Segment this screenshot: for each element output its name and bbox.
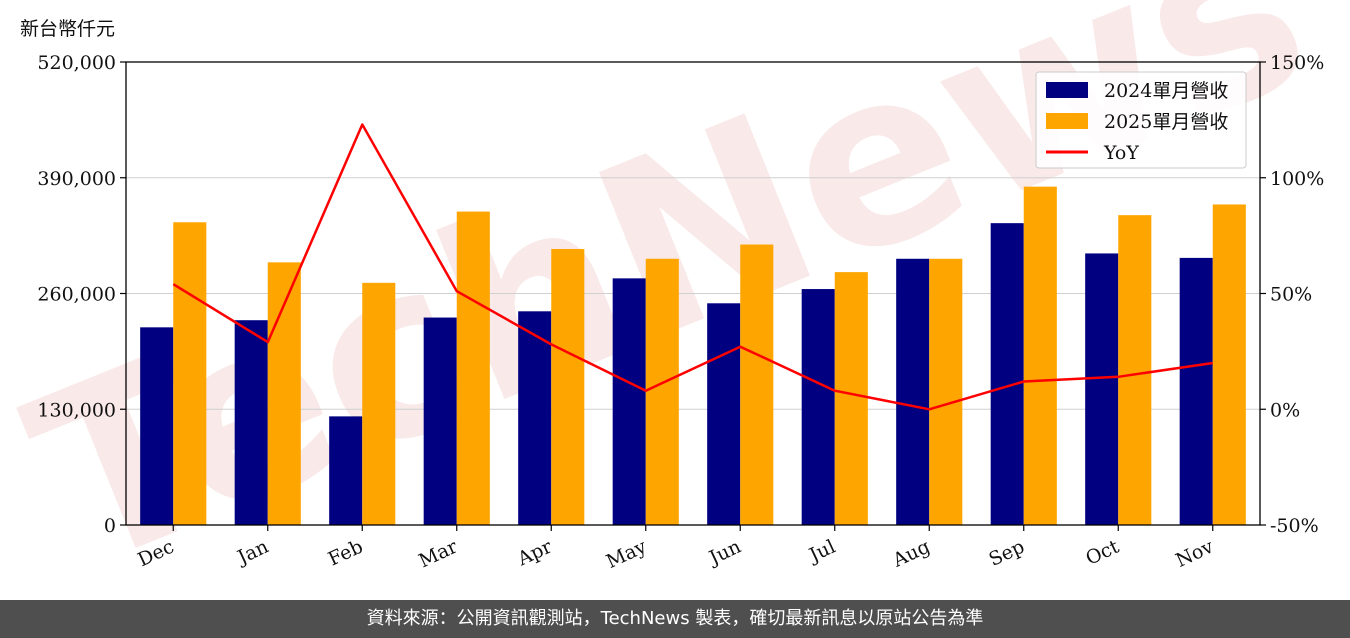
y-left-tick-label: 260,000 xyxy=(37,284,116,306)
bar-2024-oct xyxy=(1085,253,1119,526)
bar-2024-jun xyxy=(707,303,741,525)
x-tick-label-aug: Aug xyxy=(889,536,934,572)
x-tick-label-feb: Feb xyxy=(325,536,367,571)
bar-2024-jan xyxy=(234,320,268,525)
legend-swatch xyxy=(1046,113,1088,129)
bar-2025-oct xyxy=(1118,215,1152,525)
x-tick-label-jul: Jul xyxy=(804,536,839,568)
bar-2025-jul xyxy=(834,272,868,525)
legend-swatch xyxy=(1046,82,1088,98)
y-left-tick-label: 390,000 xyxy=(37,168,116,190)
legend-label: YoY xyxy=(1103,142,1139,164)
bar-2025-sep xyxy=(1023,186,1057,525)
bar-2025-may xyxy=(645,258,679,525)
bar-2024-sep xyxy=(990,223,1024,526)
bar-2025-mar xyxy=(456,211,490,526)
bar-2025-aug xyxy=(929,258,963,525)
x-tick-label-mar: Mar xyxy=(415,535,461,572)
yoy-line-layer xyxy=(172,123,1213,411)
x-tick-label-nov: Nov xyxy=(1172,535,1217,571)
bar-2024-aug xyxy=(896,258,930,525)
x-tick-label-oct: Oct xyxy=(1082,535,1122,569)
y-left-tick-label: 0 xyxy=(104,515,116,537)
y-right-tick-label: -50% xyxy=(1270,515,1319,537)
source-footer: 資料來源：公開資訊觀測站，TechNews 製表，確切最新訊息以原站公告為準 xyxy=(0,600,1350,638)
bar-2024-feb xyxy=(329,416,363,525)
bar-2024-mar xyxy=(423,317,457,525)
y-left-tick-label: 520,000 xyxy=(37,52,116,74)
yoy-line xyxy=(172,123,1213,411)
y-axis-unit-label: 新台幣仟元 xyxy=(20,18,116,40)
legend-label: 2024單月營收 xyxy=(1104,80,1228,102)
bar-2025-feb xyxy=(362,282,396,525)
legend-box xyxy=(1035,71,1247,169)
bars xyxy=(140,186,1246,526)
x-tick-label-jun: Jun xyxy=(704,536,744,570)
bar-2024-dec xyxy=(140,327,174,525)
bar-2025-jun xyxy=(740,244,774,525)
bar-2024-may xyxy=(612,278,646,525)
bar-2024-jul xyxy=(801,289,835,525)
bar-2024-nov xyxy=(1179,257,1213,525)
revenue-chart: TechNews 0130,000260,000390,000520,000-5… xyxy=(0,0,1341,600)
y-right-tick-label: 50% xyxy=(1270,284,1312,306)
x-tick-label-may: May xyxy=(603,535,650,573)
y-left-tick-label: 130,000 xyxy=(37,399,116,421)
y-right-tick-label: 100% xyxy=(1270,168,1324,190)
bar-2025-dec xyxy=(173,222,207,525)
x-tick-label-apr: Apr xyxy=(513,535,556,571)
y-right-tick-label: 0% xyxy=(1270,399,1300,421)
legend-label: 2025單月營收 xyxy=(1104,111,1228,133)
legend: 2024單月營收 2025單月營收 YoY xyxy=(1035,71,1247,169)
bar-2025-nov xyxy=(1212,204,1246,525)
y-right-tick-label: 150% xyxy=(1270,52,1324,74)
bar-2025-apr xyxy=(551,248,585,525)
x-tick-label-sep: Sep xyxy=(986,536,1028,571)
bar-2024-apr xyxy=(518,311,552,525)
